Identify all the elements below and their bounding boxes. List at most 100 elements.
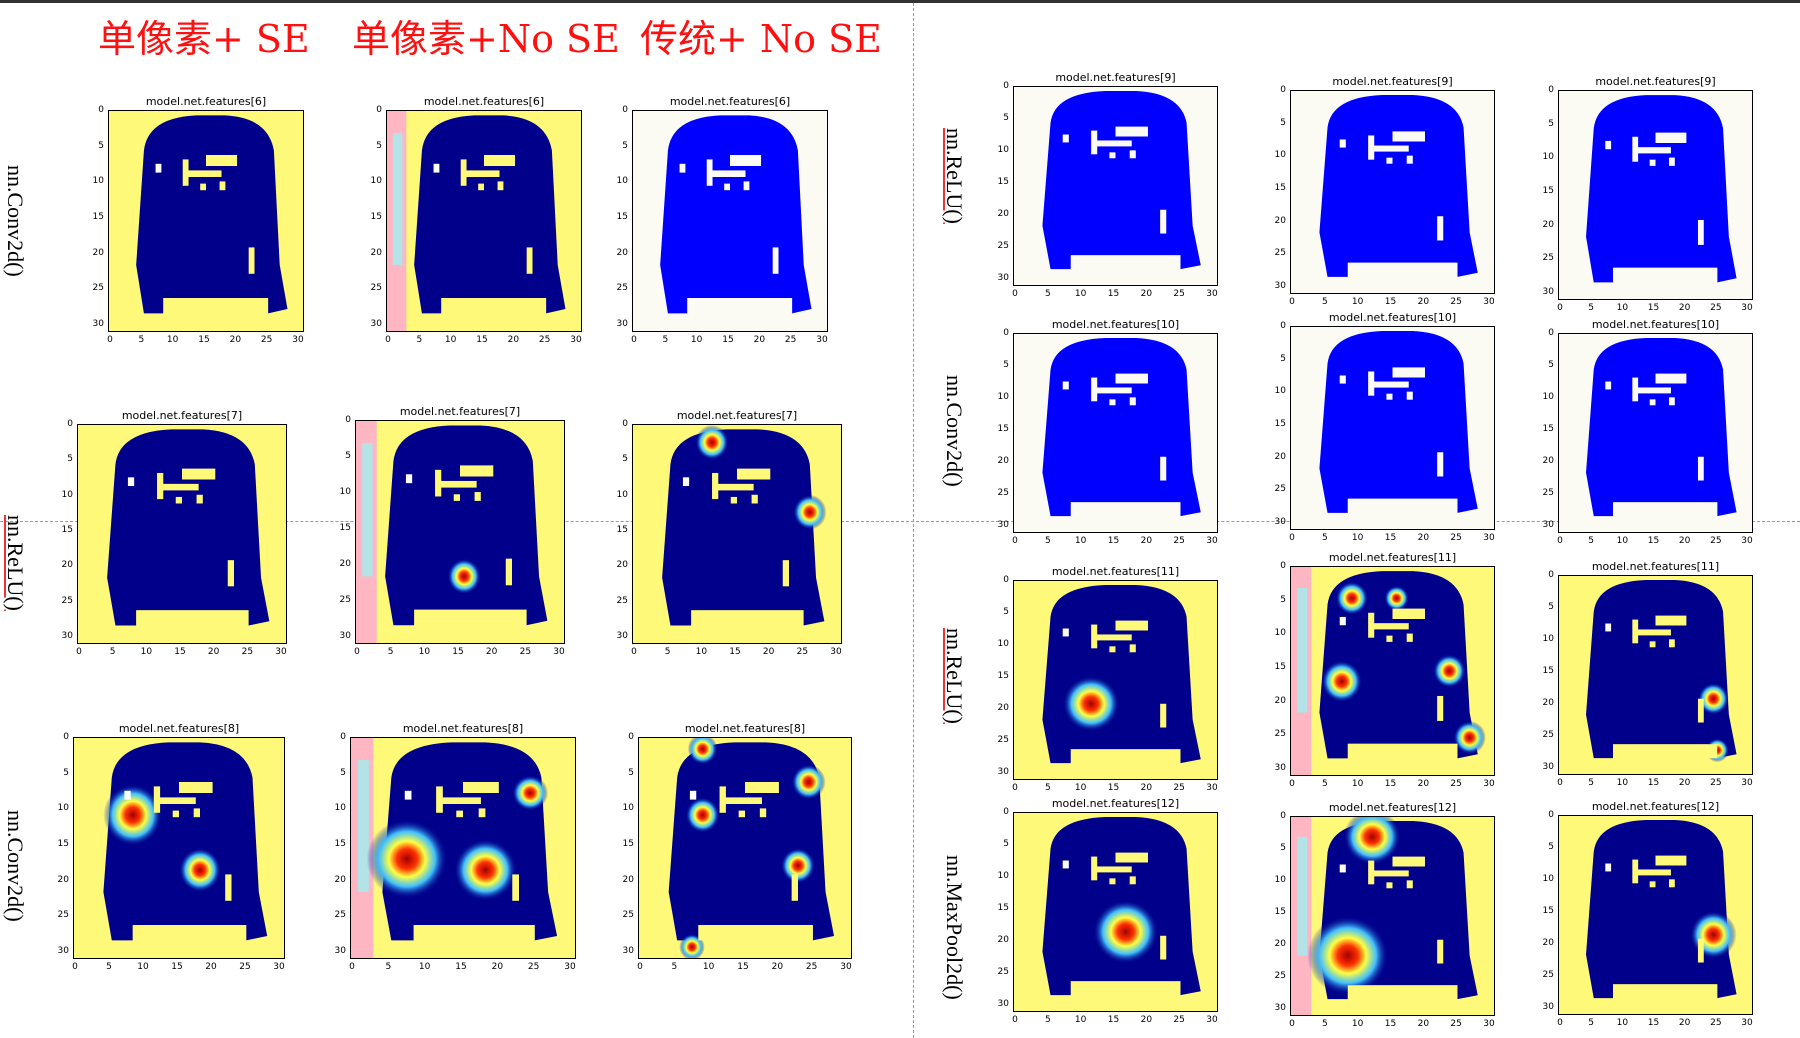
x-tick-label: 5: [662, 335, 669, 345]
feature-map-panel: model.net.features[12] 0 5 10 15 20 25 30 0 5 10 1…: [998, 797, 1218, 1025]
x-tick-label: 5: [387, 647, 394, 657]
x-tick-label: 20: [205, 962, 217, 972]
left-row-label-2: nn.ReLU(): [3, 515, 28, 611]
x-tick-label: 20: [1678, 536, 1691, 546]
y-tick-label: 5: [622, 454, 628, 465]
y-tick-label: 5: [622, 140, 628, 151]
y-tick-label: 10: [1274, 875, 1286, 885]
x-tick-label: 5: [1321, 533, 1328, 543]
heatmap-image: [77, 424, 287, 644]
y-tick-label: 30: [61, 631, 73, 641]
y-tick-label: 20: [997, 703, 1009, 713]
y-tick-label: 5: [628, 767, 634, 778]
right-row-label-2: nn.Conv2d(): [942, 375, 967, 487]
x-tick-label: 10: [1351, 1019, 1364, 1029]
x-tick-label: 0: [1289, 533, 1295, 543]
x-tick-label: 25: [1450, 533, 1462, 543]
heatmap-image: [1558, 90, 1753, 300]
y-tick-label: 10: [61, 489, 73, 500]
x-tick-label: 30: [1483, 297, 1495, 307]
y-tick-label: 20: [334, 874, 346, 885]
y-tick-label: 15: [1542, 186, 1554, 196]
x-tick-label: 5: [1321, 779, 1328, 789]
y-tick-label: 25: [1542, 488, 1554, 498]
y-tick-label: 5: [1548, 118, 1554, 129]
right-row-label-4: nn.MaxPool2d(): [942, 855, 967, 1000]
x-tick-label: 20: [1417, 779, 1430, 789]
x-tick-label: 0: [1557, 778, 1563, 788]
x-tick-label: 30: [1741, 303, 1753, 313]
y-tick-label: 0: [376, 105, 382, 115]
x-tick-label: 15: [1384, 297, 1397, 307]
x-tick-label: 25: [796, 647, 809, 657]
x-tick-label: 30: [1483, 779, 1495, 789]
x-tick-label: 30: [273, 962, 285, 972]
panel-title: model.net.features[11]: [1591, 560, 1720, 573]
feature-map-panel: model.net.features[11] 0 5 10 15 20 25 30 0 5 10 1…: [1275, 551, 1495, 789]
x-tick-label: 25: [527, 962, 540, 972]
x-tick-label: 30: [816, 335, 828, 345]
x-tick-label: 30: [553, 647, 565, 657]
x-tick-label: 15: [452, 647, 464, 657]
y-tick-label: 25: [1542, 970, 1554, 980]
x-tick-label: 15: [1107, 783, 1120, 793]
x-tick-label: 25: [784, 335, 797, 345]
x-tick-label: 10: [1351, 779, 1364, 789]
x-tick-label: 10: [137, 962, 149, 972]
x-tick-label: 10: [418, 962, 431, 972]
x-tick-label: 30: [1483, 1019, 1495, 1029]
y-tick-label: 30: [334, 946, 346, 956]
x-tick-label: 15: [1647, 1018, 1660, 1028]
y-tick-label: 10: [997, 639, 1009, 649]
y-tick-label: 5: [98, 140, 104, 151]
y-tick-label: 0: [1548, 810, 1554, 820]
x-tick-label: 15: [729, 647, 741, 657]
heatmap-image: [355, 420, 565, 644]
y-tick-label: 15: [1274, 907, 1286, 917]
x-tick-label: 20: [1678, 303, 1691, 313]
heatmap-image: [1013, 333, 1218, 533]
y-tick-label: 0: [67, 419, 73, 429]
x-tick-label: 15: [1384, 533, 1397, 543]
heatmap-image: [1290, 566, 1495, 776]
y-tick-label: 30: [57, 946, 69, 956]
feature-map-panel: model.net.features[12] 0 5 10 15 20 25 30 0 5 10 1…: [1543, 800, 1753, 1028]
y-tick-label: 10: [1274, 150, 1286, 161]
y-tick-label: 5: [340, 767, 346, 778]
y-tick-label: 20: [1274, 939, 1286, 949]
x-tick-label: 0: [1012, 536, 1018, 546]
panel-title: model.net.features[9]: [1332, 75, 1453, 88]
panel-title: model.net.features[12]: [1591, 800, 1720, 813]
panel-title: model.net.features[6]: [423, 95, 545, 108]
y-tick-label: 10: [622, 803, 634, 814]
x-tick-label: 15: [1647, 303, 1660, 313]
panel-title: model.net.features[7]: [676, 409, 798, 422]
y-tick-label: 30: [1542, 287, 1554, 297]
y-tick-label: 5: [1548, 602, 1554, 612]
y-tick-label: 30: [616, 319, 628, 329]
y-tick-label: 15: [622, 839, 634, 849]
y-tick-label: 25: [370, 283, 382, 294]
right-row-label-3: nn.ReLU(): [942, 628, 967, 724]
x-tick-label: 0: [1557, 1018, 1563, 1028]
y-tick-label: 5: [376, 140, 382, 151]
x-tick-label: 0: [1557, 536, 1563, 546]
x-tick-label: 25: [1450, 779, 1462, 789]
left-row-label-3: nn.Conv2d(): [3, 810, 28, 922]
y-tick-label: 30: [370, 319, 382, 329]
heatmap-image: [73, 737, 285, 959]
y-tick-label: 25: [997, 967, 1009, 977]
y-tick-label: 10: [92, 176, 104, 187]
y-tick-label: 10: [616, 176, 628, 187]
x-tick-label: 5: [1588, 303, 1595, 313]
y-tick-label: 25: [1274, 484, 1286, 495]
x-tick-label: 0: [76, 647, 82, 657]
y-tick-label: 0: [1280, 85, 1286, 95]
x-tick-label: 10: [702, 962, 715, 972]
x-tick-label: 30: [570, 335, 582, 345]
x-tick-label: 15: [1107, 536, 1120, 546]
x-tick-label: 15: [1107, 289, 1120, 299]
heatmap-image: [1290, 326, 1495, 530]
y-tick-label: 15: [339, 523, 351, 533]
y-tick-label: 20: [622, 874, 634, 885]
